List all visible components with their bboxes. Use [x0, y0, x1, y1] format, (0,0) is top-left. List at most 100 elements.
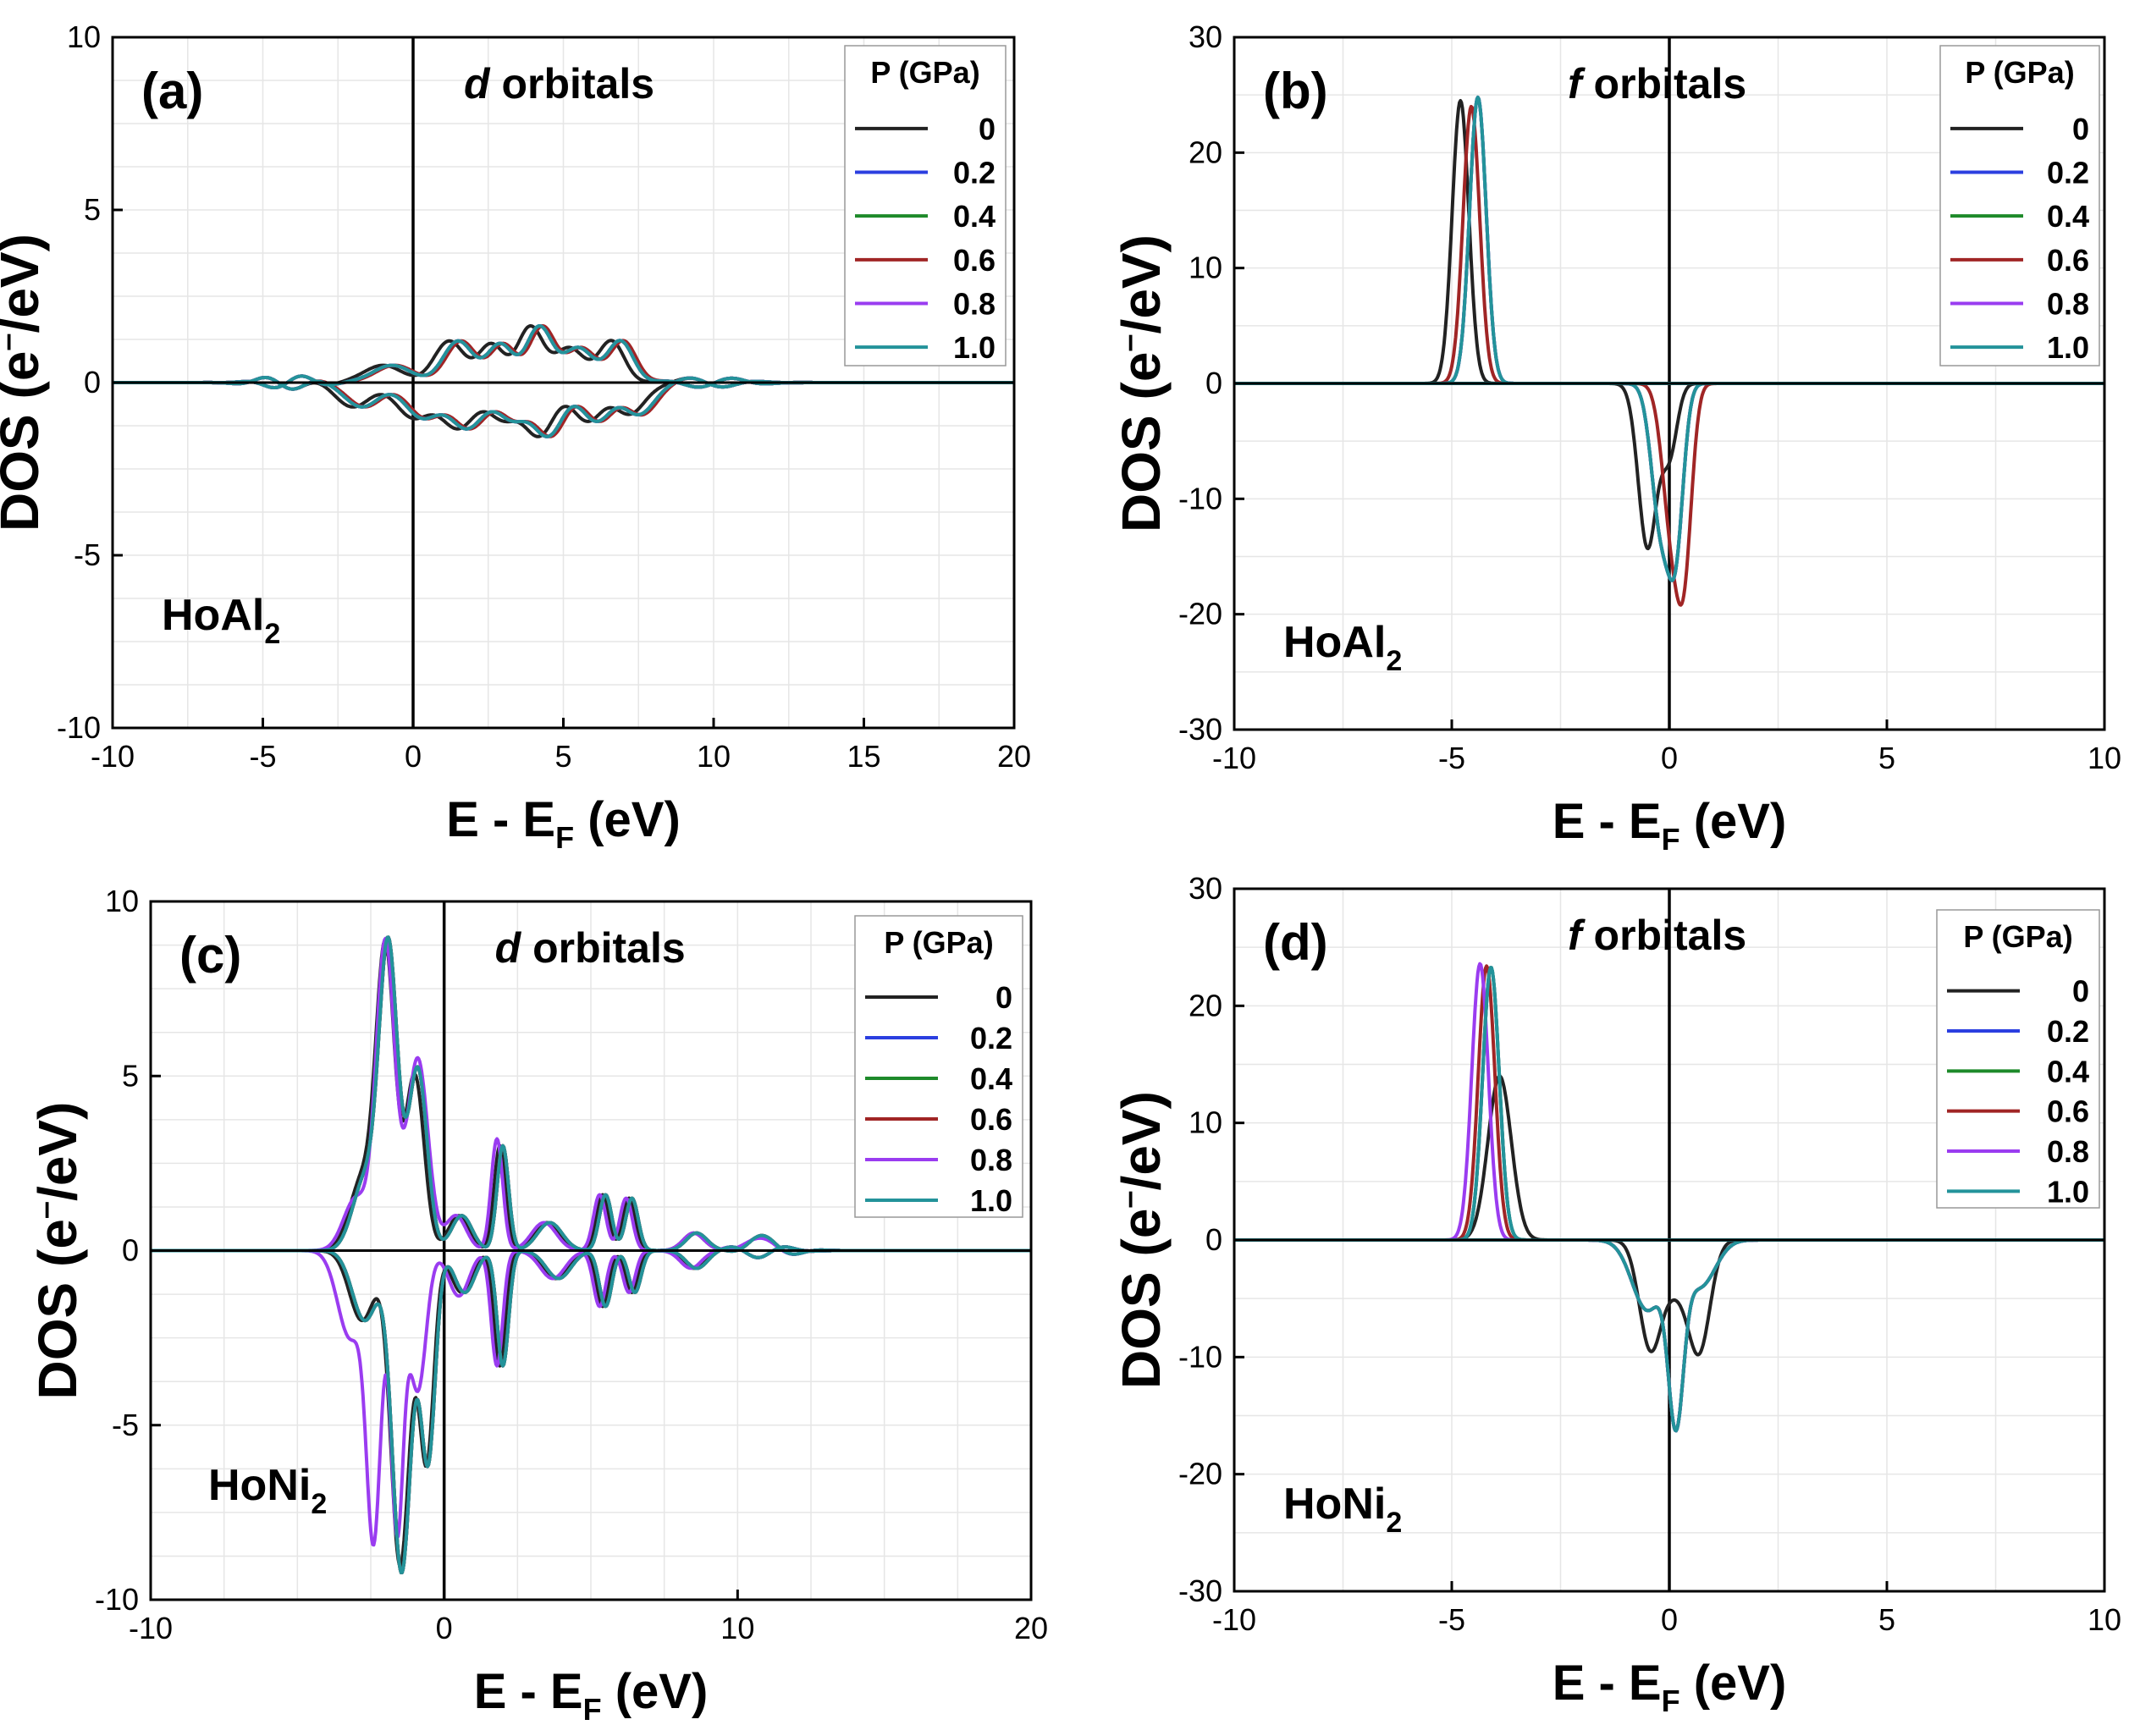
legend: P (GPa)00.20.40.60.81.0 — [854, 915, 1023, 1218]
x-tick-label: 5 — [554, 739, 571, 774]
x-axis-label: E - EF (eV) — [474, 1664, 709, 1727]
chart-panel-d: -10 -5 0 5 10 -30 -20 -10 0 10 20 30 E - EF (eV) DOS … — [1111, 871, 2121, 1718]
y-tick-label: 30 — [1189, 19, 1222, 54]
y-tick-label: 10 — [67, 19, 101, 54]
legend-box — [854, 915, 1023, 1218]
panel-label: (d) — [1263, 914, 1328, 971]
legend: P (GPa)00.20.40.60.81.0 — [1936, 909, 2100, 1209]
y-tick-label: 5 — [122, 1058, 139, 1093]
x-axis-label: E - EF (eV) — [1553, 1656, 1787, 1718]
x-tick-label: 10 — [720, 1611, 754, 1645]
legend-entry: 0.6 — [2047, 243, 2089, 278]
compound-label: HoAl2 — [1283, 618, 1402, 677]
legend-entry: 0.6 — [970, 1102, 1012, 1137]
y-axis-label: DOS (e–/eV) — [1111, 234, 1172, 532]
x-tick-label: 5 — [1878, 741, 1895, 775]
x-tick-label: 10 — [2088, 741, 2121, 775]
y-tick-label: -30 — [1178, 1573, 1222, 1608]
compound-label: HoNi2 — [1283, 1480, 1402, 1539]
x-axis-label: E - EF (eV) — [446, 792, 681, 855]
legend: P (GPa)0 0.2 0.4 0.6 0.8 1.0 — [844, 45, 1007, 366]
legend-box — [844, 45, 1007, 366]
legend-entry: 0 — [2072, 112, 2089, 146]
x-tick-label: 10 — [697, 739, 731, 774]
legend: P (GPa) 0 0.2 0.4 0.6 0.8 1.0 — [1939, 45, 2100, 366]
legend-entry: 0.2 — [953, 156, 996, 190]
legend-entry: 1.0 — [2047, 330, 2089, 365]
y-tick-label: -20 — [1178, 597, 1222, 631]
y-tick-label: 10 — [1189, 1105, 1222, 1140]
legend-entry: 1.0 — [970, 1183, 1012, 1218]
panel-label: (b) — [1263, 63, 1328, 119]
x-tick-label: -5 — [1438, 741, 1465, 775]
panel-label: (a) — [141, 63, 203, 119]
legend-entry: 0.8 — [2047, 287, 2089, 322]
x-tick-label: 0 — [1661, 1602, 1678, 1637]
legend-entry: 0 — [996, 980, 1012, 1015]
x-axis-label: E - EF (eV) — [1553, 794, 1787, 857]
y-tick-label: 5 — [84, 192, 101, 227]
legend-entry: 0.4 — [2047, 199, 2089, 234]
legend-entry: 0.2 — [2047, 156, 2089, 190]
x-tick-label: 0 — [1661, 741, 1678, 775]
chart-panel-c: -10 0 10 20 -10 -5 0 5 10 E - EF (eV) DOS (e–/eV) (… — [27, 884, 1048, 1727]
y-tick-label: -10 — [57, 710, 101, 745]
compound-label: HoNi2 — [208, 1461, 327, 1520]
legend-entry: 0.8 — [970, 1143, 1012, 1177]
orbital-title: d orbitals — [464, 60, 654, 107]
y-tick-label: -5 — [74, 537, 101, 572]
orbital-title: f orbitals — [1568, 60, 1746, 107]
legend-title: P (GPa) — [1963, 919, 2072, 954]
y-tick-label: 0 — [1205, 366, 1222, 400]
x-tick-label: -10 — [1212, 1602, 1256, 1637]
y-tick-label: 10 — [105, 884, 139, 918]
legend-title: P (GPa) — [884, 925, 993, 960]
legend-box — [1939, 45, 2100, 366]
x-tick-label: -5 — [249, 739, 276, 774]
y-tick-label: 0 — [84, 365, 101, 400]
x-tick-label: -10 — [91, 739, 135, 774]
panel-label: (c) — [179, 927, 241, 984]
legend-entry: 0.8 — [2047, 1134, 2089, 1169]
x-tick-label: -10 — [1212, 741, 1256, 775]
y-axis-label: DOS (e–/eV) — [27, 1102, 88, 1400]
x-tick-label: 20 — [1014, 1611, 1048, 1645]
legend-title: P (GPa) — [1965, 55, 2074, 90]
y-tick-label: 30 — [1189, 871, 1222, 906]
y-tick-label: -30 — [1178, 712, 1222, 747]
legend-entry: 0.4 — [953, 199, 996, 234]
y-tick-label: 0 — [1205, 1222, 1222, 1257]
x-tick-label: 5 — [1878, 1602, 1895, 1637]
chart-panel-a: -10 -5 0 5 10 15 20 -10 -5 0 5 10 E - EF (eV) DOS (e–… — [0, 19, 1031, 855]
x-tick-label: 0 — [436, 1611, 453, 1645]
y-axis-label: DOS (e–/eV) — [1111, 1091, 1172, 1389]
x-tick-label: 20 — [997, 739, 1031, 774]
x-tick-label: 10 — [2088, 1602, 2121, 1637]
legend-entry: 1.0 — [953, 330, 996, 365]
compound-label: HoAl2 — [162, 591, 280, 650]
orbital-title: f orbitals — [1568, 912, 1746, 959]
y-tick-label: 20 — [1189, 135, 1222, 169]
y-tick-label: -10 — [95, 1582, 139, 1617]
legend-entry: 0 — [2072, 974, 2089, 1009]
x-tick-label: 15 — [847, 739, 880, 774]
y-tick-label: -10 — [1178, 481, 1222, 515]
legend-entry: 0 — [979, 112, 996, 146]
y-axis-label: DOS (e–/eV) — [0, 234, 50, 532]
y-tick-label: -5 — [112, 1408, 139, 1442]
x-tick-label: -5 — [1438, 1602, 1465, 1637]
legend-title: P (GPa) — [870, 55, 979, 90]
chart-panel-b: -10 -5 0 5 10 -30 -20 -10 0 10 20 30 E - EF (eV) DOS … — [1111, 19, 2121, 857]
x-tick-label: -10 — [129, 1611, 173, 1645]
y-tick-label: -10 — [1178, 1339, 1222, 1374]
legend-entry: 0.8 — [953, 287, 996, 322]
x-tick-label: 0 — [405, 739, 422, 774]
orbital-title: d orbitals — [495, 924, 686, 972]
y-tick-label: 0 — [122, 1233, 139, 1268]
legend-entry: 0.6 — [953, 243, 996, 278]
legend-entry: 0.2 — [970, 1021, 1012, 1055]
legend-box — [1936, 909, 2100, 1209]
y-tick-label: -20 — [1178, 1457, 1222, 1491]
